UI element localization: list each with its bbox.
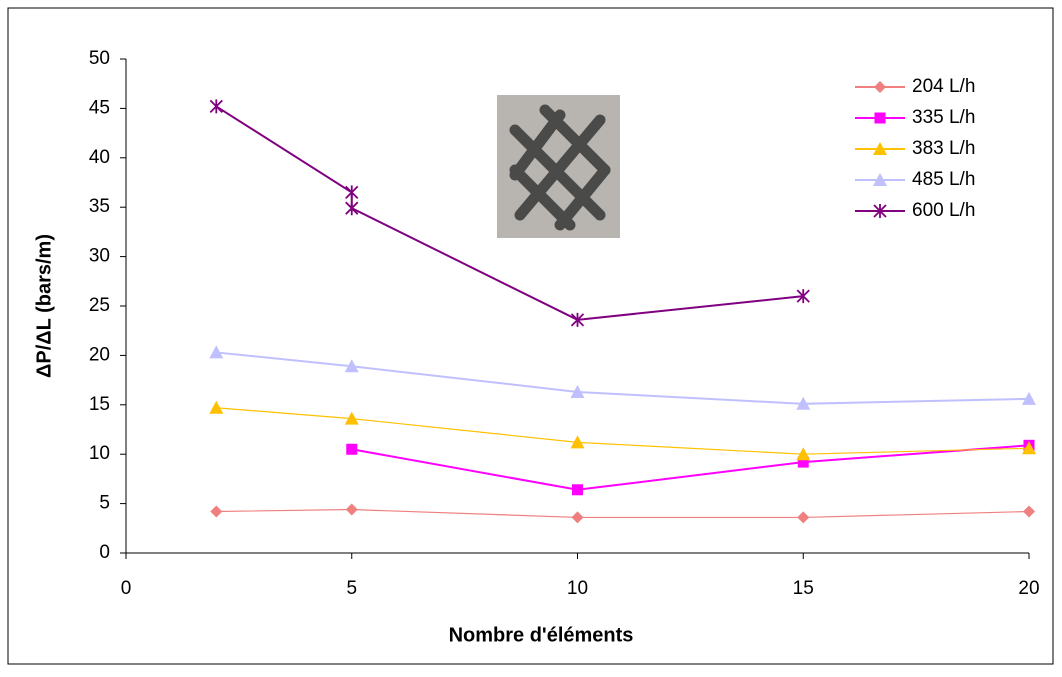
- marker: [344, 359, 359, 373]
- marker: [210, 505, 223, 518]
- marker: [797, 456, 809, 468]
- marker: [209, 345, 224, 359]
- marker: [873, 173, 887, 186]
- mixer-photo: [497, 95, 620, 238]
- marker: [797, 511, 810, 524]
- marker: [1022, 441, 1036, 455]
- x-tick-label: 0: [121, 578, 132, 599]
- marker: [796, 289, 810, 304]
- y-tick-label: 5: [99, 493, 110, 514]
- marker: [1022, 391, 1036, 405]
- marker: [796, 447, 811, 461]
- marker: [346, 443, 358, 455]
- y-tick-label: 10: [89, 443, 110, 464]
- marker: [209, 400, 224, 414]
- marker: [344, 411, 359, 425]
- y-tick-label: 20: [89, 344, 110, 365]
- marker: [873, 204, 887, 218]
- legend-label: 600 L/h: [912, 200, 975, 221]
- y-tick-label: 35: [89, 196, 110, 217]
- legend-label: 335 L/h: [912, 107, 975, 128]
- y-tick-label: 0: [99, 542, 110, 563]
- marker: [209, 99, 223, 114]
- marker: [570, 312, 585, 327]
- x-tick-label: 20: [1018, 578, 1039, 599]
- y-axis-title: ΔP/ΔL (bars/m): [33, 234, 55, 378]
- y-tick-label: 30: [89, 246, 110, 267]
- x-axis-title: Nombre d'éléments: [449, 624, 634, 646]
- x-tick-label: 5: [346, 578, 357, 599]
- marker: [873, 142, 887, 155]
- y-tick-label: 25: [89, 295, 110, 316]
- series-line: [351, 444, 1030, 491]
- y-tick-label: 45: [89, 97, 110, 118]
- marker: [570, 384, 585, 398]
- marker: [570, 435, 585, 449]
- marker: [345, 503, 358, 516]
- marker: [874, 112, 886, 124]
- marker: [345, 185, 359, 200]
- y-tick-label: 50: [89, 48, 110, 69]
- marker: [1023, 505, 1035, 518]
- x-tick-label: 15: [793, 578, 814, 599]
- marker: [572, 484, 583, 496]
- marker: [571, 511, 584, 524]
- marker: [796, 396, 811, 410]
- marker: [874, 81, 886, 93]
- marker: [345, 201, 359, 216]
- legend-label: 204 L/h: [912, 76, 975, 97]
- y-tick-label: 40: [89, 147, 110, 168]
- legend-label: 383 L/h: [912, 138, 975, 159]
- y-tick-label: 15: [89, 394, 110, 415]
- x-tick-label: 10: [567, 578, 588, 599]
- legend-label: 485 L/h: [912, 169, 975, 190]
